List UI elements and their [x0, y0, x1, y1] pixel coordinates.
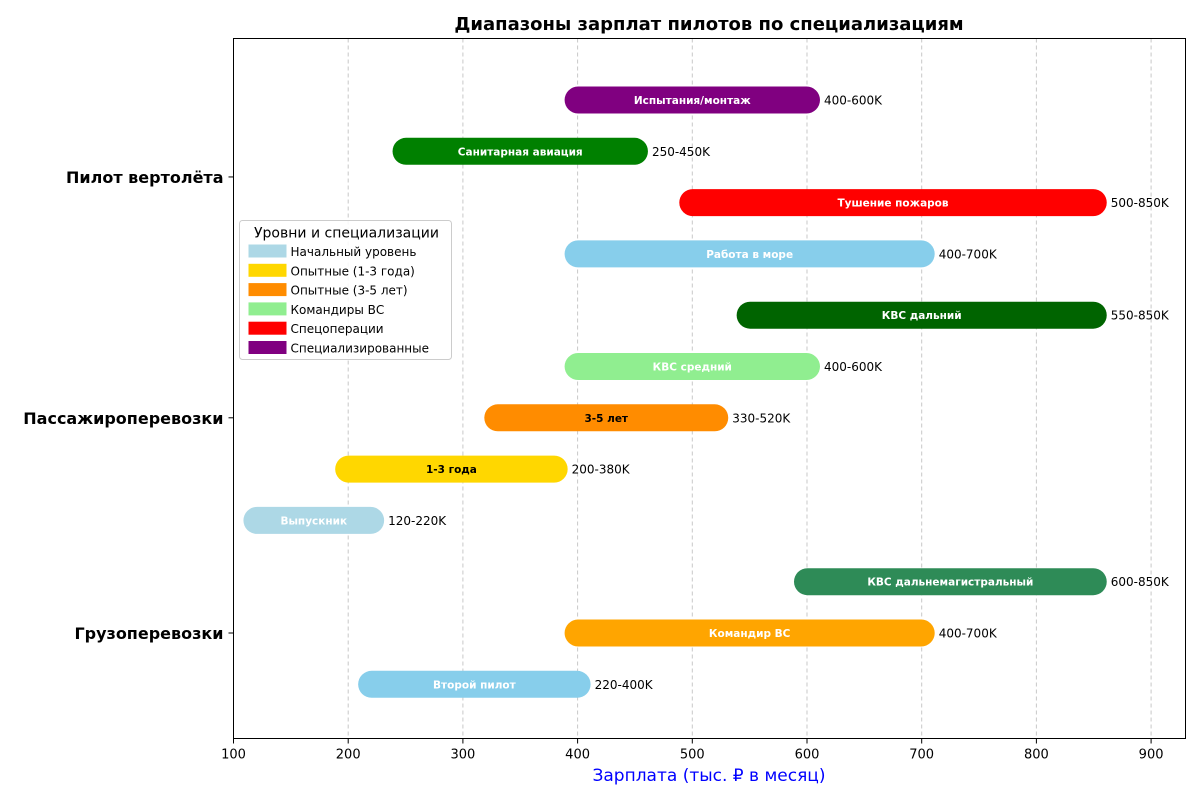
- range-label: 400-700K: [939, 247, 998, 261]
- bar-label: Санитарная авиация: [458, 146, 583, 158]
- salary-bar-group: Тушение пожаров 500-850K: [679, 189, 1170, 217]
- legend-swatch: [248, 341, 287, 354]
- bars: Испытания/монтаж 400-600K Санитарная авиац…: [243, 86, 1170, 698]
- bar-label: 1-3 года: [426, 464, 477, 476]
- legend-label: Начальный уровень: [291, 245, 417, 259]
- bar-label: Командир ВС: [709, 628, 791, 640]
- x-tick-label: 400: [565, 748, 590, 763]
- x-tick-label: 200: [336, 748, 361, 763]
- x-tick-label: 300: [450, 748, 475, 763]
- salary-bar: [484, 404, 729, 432]
- plot-frame: [233, 38, 1186, 739]
- range-label: 400-700K: [939, 627, 998, 641]
- bar-label: Второй пилот: [433, 679, 517, 691]
- salary-bar: [679, 189, 1107, 217]
- salary-bar-group: 3-5 лет 330-520K: [484, 404, 791, 432]
- legend-swatch: [248, 263, 287, 277]
- range-label: 600-850K: [1111, 575, 1170, 589]
- salary-bar: [392, 137, 648, 165]
- range-label: 220-400K: [595, 678, 654, 692]
- x-tick-label: 900: [1139, 748, 1164, 763]
- salary-bar-group: Работа в море 400-700K: [564, 240, 998, 268]
- y-axis: Пилот вертолёта Пассажироперевозки Грузопе…: [23, 168, 234, 643]
- legend-swatch: [248, 302, 287, 316]
- legend-title: Уровни и специализации: [254, 226, 439, 242]
- range-label: 550-850K: [1111, 309, 1170, 323]
- bar-label: Испытания/монтаж: [634, 95, 751, 107]
- y-tick-label: Пассажироперевозки: [23, 409, 223, 428]
- bar-label: Выпускник: [280, 515, 347, 527]
- salary-bar: [358, 670, 591, 698]
- range-label: 120-220K: [388, 514, 447, 528]
- legend-box: [239, 220, 452, 360]
- legend-swatch: [248, 283, 287, 297]
- x-tick-label: 600: [795, 748, 820, 763]
- salary-bar-group: 1-3 года 200-380K: [335, 455, 631, 483]
- salary-bar-group: Испытания/монтаж 400-600K: [564, 86, 883, 114]
- x-axis: 100 200 300 400 500 600 700 800 900: [221, 738, 1164, 763]
- salary-bar-group: Санитарная авиация 250-450K: [392, 137, 711, 165]
- range-label: 400-600K: [824, 94, 883, 108]
- range-label: 250-450K: [652, 145, 711, 159]
- y-tick-label: Пилот вертолёта: [66, 168, 224, 187]
- range-label: 500-850K: [1111, 196, 1170, 210]
- salary-bar-group: Выпускник 120-220K: [243, 506, 447, 534]
- salary-bar-group: КВС средний 400-600K: [564, 353, 883, 380]
- salary-bar: [564, 86, 820, 114]
- salary-bar-group: Командир ВС 400-700K: [564, 619, 998, 647]
- legend-swatch: [248, 244, 287, 258]
- chart-title: Диапазоны зарплат пилотов по специализац…: [454, 14, 963, 35]
- x-tick-label: 100: [221, 748, 246, 763]
- bar-label: 3-5 лет: [585, 413, 629, 425]
- salary-bar: [793, 568, 1107, 596]
- salary-bar: [564, 619, 935, 647]
- legend-label: Специализированные: [291, 342, 430, 356]
- salary-bar-group: КВС дальнемагистральный 600-850K: [793, 568, 1170, 596]
- bar-label: КВС средний: [653, 362, 732, 374]
- salary-bar: [243, 506, 385, 534]
- x-tick-label: 500: [680, 748, 705, 763]
- x-tick-label: 800: [1024, 748, 1049, 763]
- bar-label: КВС дальнемагистральный: [867, 577, 1033, 589]
- range-label: 400-600K: [824, 360, 883, 374]
- salary-bar: [564, 353, 820, 380]
- legend-label: Спецоперации: [291, 322, 384, 336]
- salary-bar: [736, 301, 1107, 329]
- salary-bar-group: КВС дальний 550-850K: [736, 301, 1170, 329]
- legend-swatch: [248, 321, 287, 335]
- bar-label: КВС дальний: [882, 310, 962, 322]
- salary-bar: [335, 455, 568, 483]
- legend: Уровни и специализации Начальный уровень О…: [239, 220, 452, 360]
- range-label: 200-380K: [572, 463, 631, 477]
- salary-bar-group: Второй пилот 220-400K: [358, 670, 654, 698]
- bar-label: Тушение пожаров: [837, 198, 948, 210]
- range-label: 330-520K: [732, 411, 791, 425]
- salary-bar: [564, 240, 935, 268]
- legend-label: Опытные (1-3 года): [291, 264, 415, 278]
- y-tick-label: Грузоперевозки: [74, 624, 223, 643]
- x-tick-label: 700: [909, 748, 934, 763]
- x-axis-label: Зарплата (тыс. ₽ в месяц): [592, 766, 825, 786]
- bar-label: Работа в море: [706, 249, 793, 261]
- legend-label: Опытные (3-5 лет): [291, 284, 408, 298]
- legend-label: Командиры ВС: [291, 303, 385, 317]
